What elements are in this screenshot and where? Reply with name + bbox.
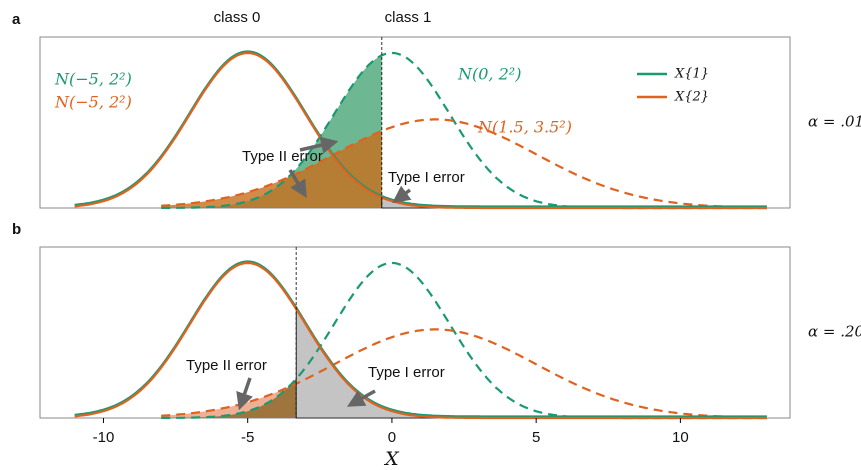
annotation: Type II error [186, 357, 267, 374]
annotation-arrow [346, 389, 376, 407]
class-label: class 1 [385, 9, 432, 26]
distribution-label: N(−5, 2²) [54, 70, 132, 89]
class0-curve [74, 260, 767, 418]
class0-curve [74, 51, 767, 210]
annotation-arrow [288, 169, 307, 199]
alpha-label: α = .01 [808, 113, 861, 131]
type-ii-area [161, 131, 382, 208]
annotation-arrow [299, 136, 339, 154]
type-i-area [295, 307, 767, 419]
x-tick-label: 0 [388, 429, 396, 446]
distribution-label: N(0, 2²) [457, 65, 521, 84]
distribution-label: N(−5, 2²) [54, 93, 132, 112]
annotation: Type I error [368, 364, 445, 381]
panel-label: a [12, 11, 21, 28]
type-ii-area [161, 383, 297, 418]
class1-curve [161, 118, 767, 209]
panel-frame [39, 246, 791, 419]
distribution-label: N(1.5, 3.5²) [477, 118, 572, 137]
legend-label: X{1} [674, 67, 709, 82]
annotation-arrow [392, 185, 412, 204]
x-tick-label: -5 [241, 429, 254, 446]
class-label: class 0 [214, 9, 261, 26]
annotation: Type I error [388, 169, 465, 186]
annotation-arrow [236, 377, 253, 411]
legend-label: X{2} [674, 90, 709, 105]
class1-curve [161, 51, 767, 210]
annotation: Type II error [242, 148, 323, 165]
x-tick-label: 10 [672, 429, 689, 446]
x-axis-label: X [383, 448, 400, 470]
panel-label: b [12, 221, 21, 238]
alpha-label: α = .20 [808, 323, 861, 341]
class0-curve [74, 261, 767, 420]
x-tick-label: 5 [532, 429, 540, 446]
x-tick-label: -10 [93, 429, 115, 446]
class1-curve [161, 261, 767, 420]
class1-curve [161, 328, 767, 419]
